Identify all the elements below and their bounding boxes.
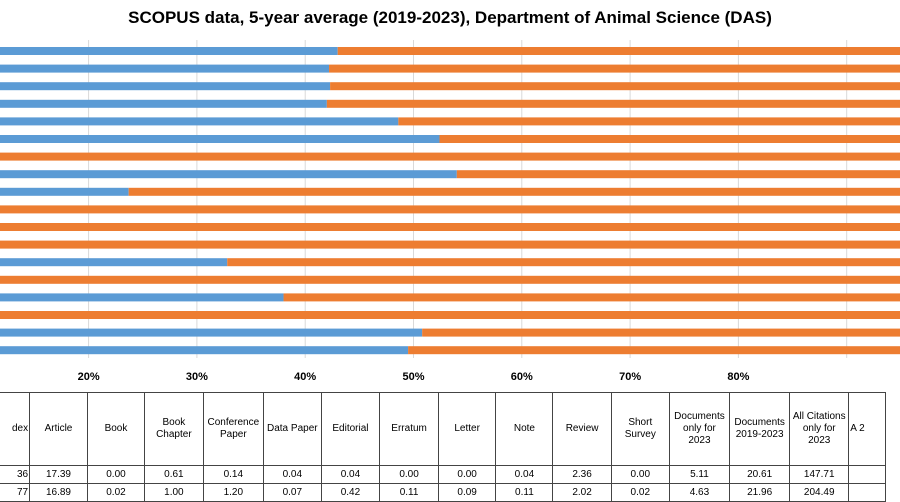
x-axis-ticks: 10%20%30%40%50%60%70%80% [78,371,750,383]
table-cell: 1.00 [144,483,204,502]
table-cell: 0.11 [495,483,554,502]
bar-series-1-row-13 [0,258,228,267]
table-cell: 0.02 [86,483,146,502]
table-cell: 0.14 [202,465,264,484]
table-cell: 16.89 [29,483,88,502]
table-header-cell: Book [86,392,146,466]
table-header-row: dex Article Book Book Chapter Conference Pap… [0,392,886,466]
table-cell: 21.96 [729,483,791,502]
bar-series-2-row-18 [408,346,900,355]
table-cell: 0.02 [610,483,670,502]
table-cell: 0.61 [144,465,204,484]
bar-series-1-row-2 [0,64,330,73]
x-tick-label: 30% [186,371,208,383]
bar-series-1-row-3 [0,82,331,91]
bar-series-2-row-3 [330,82,900,91]
gridlines [88,40,848,358]
bar-series-1-row-9 [0,187,129,196]
table-header-cell: Note [495,392,554,466]
table-cell: 5.11 [668,465,731,484]
x-tick-label: 20% [78,371,100,383]
x-tick-label: 80% [727,371,749,383]
table-cell: 0.00 [86,465,146,484]
table-row: 36 17.39 0.00 0.61 0.14 0.04 0.04 0.00 0.00 0.04 2… [0,465,886,484]
table-header-cell: Documents 2019-2023 [729,392,791,466]
bar-series-2-row-9 [128,187,900,196]
chart-plot: 10%20%30%40%50%60%70%80% [0,40,900,383]
bar-series-2-row-11 [0,223,900,231]
table-cell: 2.02 [552,483,612,502]
table-header-cell: Documents only for 2023 [668,392,731,466]
bar-series-2-row-5 [398,117,900,126]
x-tick-label: 50% [402,371,424,383]
table-cell: 0.00 [379,465,439,484]
table-cell: 0.04 [495,465,554,484]
table-cell: 0.04 [262,465,322,484]
table-cell: 17.39 [29,465,88,484]
x-tick-label: 60% [511,371,533,383]
x-tick-label: 40% [294,371,316,383]
table-header-cell: Short Survey [610,392,670,466]
table-cell: 0.04 [320,465,381,484]
bar-series-1-row-17 [0,328,423,337]
bar-series-2-row-8 [456,170,900,179]
bar-series-2-row-4 [326,99,900,108]
table-cell [848,465,886,484]
table-cell: 0.11 [379,483,439,502]
table-header-cell: Book Chapter [144,392,204,466]
table-header-cell: Conference Paper [202,392,264,466]
bar-series-2-row-14 [0,275,900,284]
bar-series-1-row-4 [0,99,327,108]
bars [0,47,900,355]
bar-series-1-row-8 [0,170,457,179]
table-header-cell: A 2 [848,392,886,466]
bar-series-2-row-15 [283,293,900,302]
table-header-cell: Erratum [379,392,439,466]
table-header-cell: Letter [437,392,497,466]
table-header-cell: dex [0,392,31,466]
table-cell: 147.71 [789,465,850,484]
chart-title: SCOPUS data, 5-year average (2019-2023),… [128,8,772,27]
table-cell: 36 [0,465,31,484]
table-cell: 20.61 [729,465,791,484]
bar-series-1-row-6 [0,135,440,143]
table-cell: 0.00 [610,465,670,484]
bar-series-2-row-13 [227,258,900,267]
bar-series-2-row-12 [0,240,900,249]
x-tick-label: 70% [619,371,641,383]
table-header-cell: Editorial [320,392,381,466]
table-cell: 77 [0,483,31,502]
bar-series-1-row-15 [0,293,284,302]
table-cell: 0.00 [437,465,497,484]
table-cell [848,483,886,502]
table-cell: 4.63 [668,483,731,502]
table-cell: 0.42 [320,483,381,502]
bar-series-2-row-1 [337,47,900,55]
table-cell: 0.07 [262,483,322,502]
bar-series-2-row-6 [439,135,900,143]
bar-series-2-row-2 [329,64,900,73]
table-header-cell: All Citations only for 2023 [789,392,850,466]
bar-series-1-row-5 [0,117,399,126]
data-table: dex Article Book Book Chapter Conference Pap… [0,392,886,502]
table-cell: 204.49 [789,483,850,502]
bar-series-1-row-1 [0,47,338,55]
table-header-cell: Article [29,392,88,466]
bar-series-2-row-7 [0,152,900,161]
bar-series-1-row-18 [0,346,409,355]
table-cell: 2.36 [552,465,612,484]
bar-series-2-row-17 [422,328,900,337]
bar-series-2-row-16 [0,311,900,319]
bar-series-2-row-10 [0,205,900,214]
table-row: 77 16.89 0.02 1.00 1.20 0.07 0.42 0.11 0.09 0.11 2… [0,483,886,502]
table-cell: 1.20 [202,483,264,502]
table-header-cell: Review [552,392,612,466]
table-header-cell: Data Paper [262,392,322,466]
table-cell: 0.09 [437,483,497,502]
